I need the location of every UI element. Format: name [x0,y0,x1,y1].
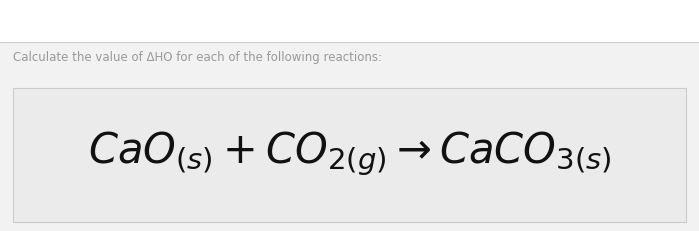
Text: $\mathit{CaO}_{\mathit{(s)}} + \mathit{CO}_{2\mathit{(g)}} \rightarrow \mathit{C: $\mathit{CaO}_{\mathit{(s)}} + \mathit{C… [87,129,612,178]
Bar [0,0,699,42]
Bar [0,42,699,231]
FancyBboxPatch shape [13,88,686,222]
Text: Calculate the value of ΔHO for each of the following reactions:: Calculate the value of ΔHO for each of t… [13,51,382,64]
